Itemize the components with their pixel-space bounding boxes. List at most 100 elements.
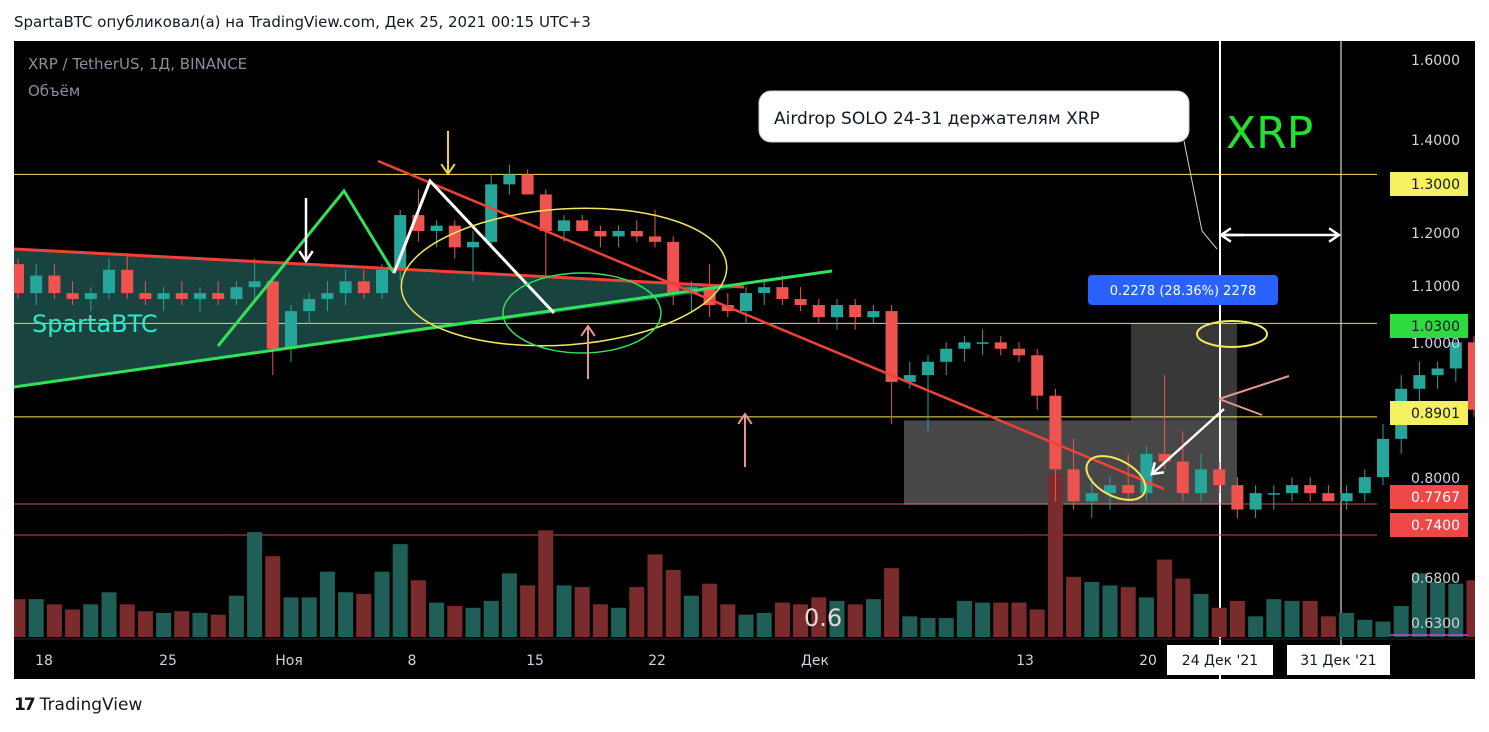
candle-body	[1158, 453, 1171, 462]
drawings-layer	[14, 131, 1342, 501]
red-upper-trendline	[14, 247, 745, 289]
volume-bar	[429, 602, 445, 637]
horizontal-lines-layer	[14, 173, 1377, 536]
volume-bar	[629, 587, 645, 637]
y-tick-label: 0.8000	[1411, 471, 1460, 487]
volume-bar	[556, 585, 572, 637]
price-badge	[1390, 485, 1468, 509]
green-lower-trendline	[14, 269, 833, 389]
volume-bar	[1248, 616, 1264, 637]
x-date-badge-label: 31 Дек '21	[1300, 653, 1376, 669]
note-leader-line	[1183, 140, 1218, 250]
price-badge-label: 1.3000	[1411, 177, 1460, 193]
volume-bar	[847, 604, 863, 637]
price-badge-label: 0.7400	[1411, 518, 1460, 534]
volume-bar	[14, 599, 26, 637]
price-chart[interactable]: XRP / TetherUS, 1Д, BINANCE Объём SpartaBT…	[14, 41, 1475, 679]
xrp-big-label: XRP	[1226, 108, 1313, 159]
volume-bar	[1411, 573, 1427, 637]
volume-bar	[1011, 602, 1027, 637]
candle-body	[175, 293, 188, 300]
y-tick-label: 1.2000	[1411, 226, 1460, 242]
volume-bar	[956, 600, 972, 637]
volume-bar	[137, 611, 153, 637]
volume-bar	[1157, 559, 1173, 637]
candle-body	[194, 293, 206, 300]
tradingview-logo-icon: 17	[14, 695, 36, 715]
volume-bar	[1448, 583, 1464, 637]
volume-bar	[975, 602, 991, 637]
candle-body	[612, 231, 625, 237]
footer-brand[interactable]: TradingView	[39, 695, 143, 715]
yellow-top-ellipse	[1196, 320, 1268, 348]
volume-bar	[1193, 594, 1209, 637]
measure-label-box	[1088, 275, 1278, 305]
volume-bar	[1102, 585, 1118, 637]
candle-body	[14, 264, 24, 294]
volume-bar	[101, 592, 117, 637]
candle-body	[922, 361, 934, 376]
candle-body	[1195, 469, 1207, 494]
candle-body	[321, 293, 334, 300]
candle-body	[485, 184, 498, 242]
pink-line-up	[1218, 375, 1290, 400]
candle-body	[1231, 485, 1244, 510]
chart-area[interactable]: XRP / TetherUS, 1Д, BINANCE Объём SpartaBT…	[14, 41, 1475, 679]
candle-body	[503, 174, 516, 185]
volume-bar	[65, 609, 81, 637]
watermark-text: SpartaBTC	[32, 310, 158, 338]
volume-bar	[811, 597, 827, 637]
grid-layer	[1219, 41, 1342, 679]
text-layer: XRP / TetherUS, 1Д, BINANCE Объём SpartaBT…	[28, 55, 1313, 632]
volume-bar	[1229, 600, 1245, 637]
candle-body	[1067, 469, 1080, 502]
green-ellipse	[502, 272, 662, 354]
candle-body	[630, 231, 643, 237]
candle-body	[1267, 493, 1280, 495]
candle-body	[266, 281, 279, 349]
volume-label: Объём	[28, 82, 80, 100]
pink-line-down	[1218, 398, 1263, 416]
volume-bar	[210, 614, 226, 637]
candle-body	[576, 220, 589, 232]
candle-body	[1468, 342, 1475, 410]
volume-bar	[902, 616, 918, 637]
price-badge-label: 0.8901	[1411, 406, 1460, 422]
volume-bar	[756, 612, 772, 637]
candle-body	[1013, 348, 1025, 356]
airdrop-note-box	[758, 90, 1190, 143]
volume-bar	[301, 597, 317, 637]
volume-bar	[374, 571, 390, 637]
candle-body	[976, 342, 989, 344]
red-down-trendline	[377, 159, 1165, 491]
x-tick-label: 22	[648, 653, 666, 669]
volume-bar	[392, 544, 408, 637]
candle-body	[1413, 375, 1426, 389]
x-tick-label: 13	[1016, 653, 1034, 669]
white-left-arrow-head	[1218, 227, 1232, 243]
x-tick-label: 20	[1139, 653, 1157, 669]
publish-header: SpartaBTC опубликовал(а) на TradingView.…	[14, 13, 591, 31]
candle-body	[812, 305, 825, 318]
candle-body	[558, 220, 570, 232]
volume-bar	[683, 595, 699, 637]
volume-bar	[410, 580, 426, 637]
candle-body	[1431, 368, 1444, 376]
volume-bar	[993, 602, 1009, 637]
candle-body	[594, 231, 607, 237]
candle-body	[776, 287, 789, 300]
volume-bar	[174, 611, 190, 637]
volume-bar	[1120, 587, 1136, 637]
y-tick-label: 1.6000	[1411, 53, 1460, 69]
candle-body	[940, 348, 953, 362]
candle-body	[1249, 493, 1262, 510]
candle-body	[831, 305, 843, 318]
candle-body	[339, 281, 352, 294]
volume-bar	[247, 532, 263, 637]
candle-body	[48, 275, 61, 294]
candle-body	[357, 281, 370, 294]
candle-body	[1122, 485, 1135, 494]
airdrop-note-text: Airdrop SOLO 24-31 держателям XRP	[774, 109, 1100, 129]
price-badge	[1390, 314, 1468, 338]
volume-bar	[1466, 580, 1475, 637]
